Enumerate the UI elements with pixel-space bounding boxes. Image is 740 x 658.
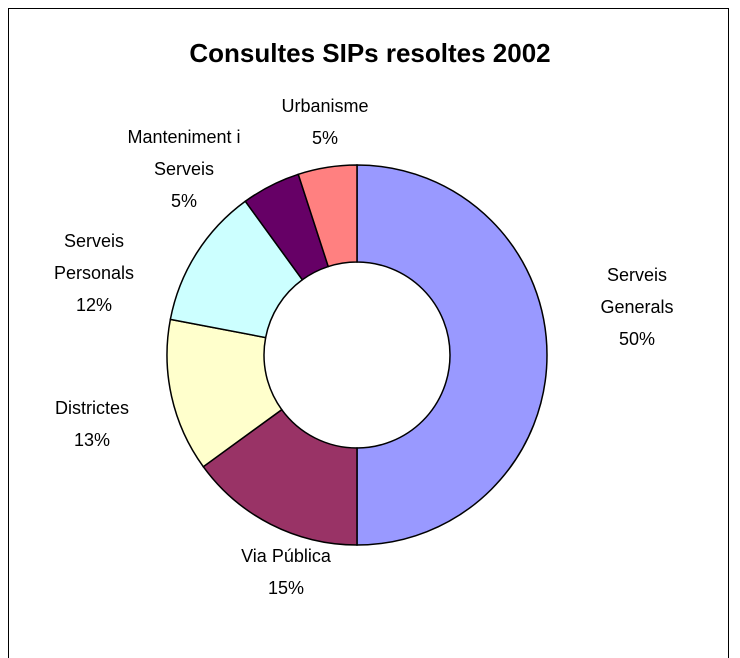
data-label-urbanisme: Urbanisme 5% — [281, 96, 368, 148]
slice-via-p-blica — [202, 408, 358, 546]
chart-title: Consultes SIPs resoltes 2002 — [189, 38, 551, 68]
chart-frame — [8, 8, 729, 658]
data-label-via-p-blica: Via Pública 15% — [241, 546, 332, 598]
slice-serveis-generals — [356, 164, 548, 546]
slice-urbanisme — [297, 164, 358, 268]
data-label-serveis-personals: Serveis Personals 12% — [54, 231, 134, 315]
data-label-serveis-generals: Serveis Generals 50% — [600, 265, 673, 349]
data-label-districtes: Districtes 13% — [55, 398, 129, 450]
data-label-manteniment-i-serveis: Manteniment i Serveis 5% — [127, 127, 240, 211]
